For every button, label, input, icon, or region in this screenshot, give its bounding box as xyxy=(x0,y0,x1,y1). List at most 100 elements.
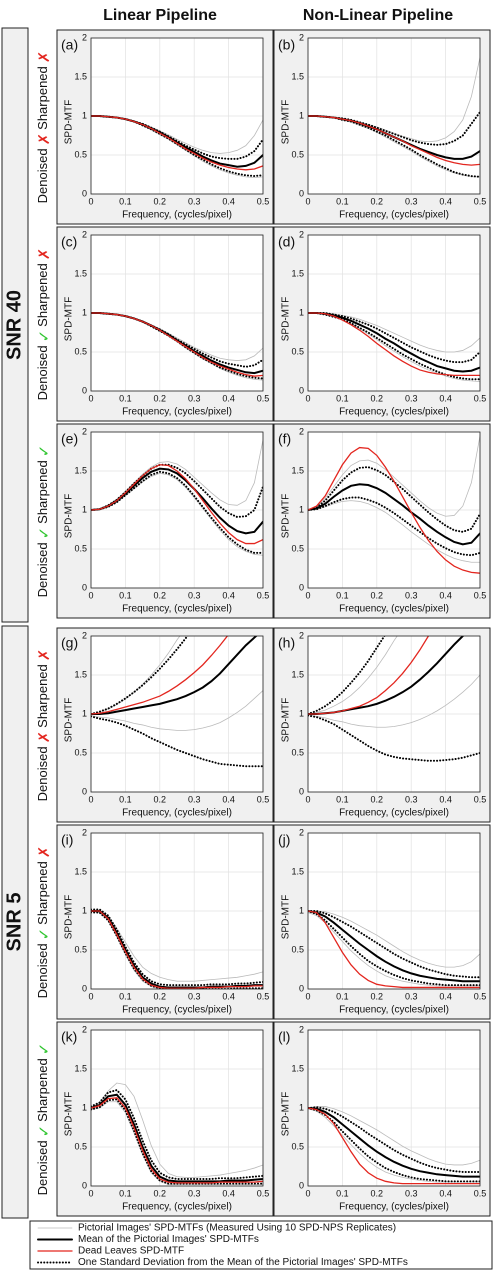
series-line xyxy=(91,312,263,377)
series-line xyxy=(308,1107,480,1183)
row-mark: ✓ xyxy=(35,1125,53,1138)
x-tick-label: 0.4 xyxy=(222,794,235,804)
row-mark: ✗ xyxy=(35,133,53,146)
series-line xyxy=(308,483,480,546)
series-line xyxy=(308,910,480,987)
row-label: Denoised ✓ Sharpened ✓ xyxy=(35,445,53,598)
plot-border xyxy=(307,431,481,589)
series-line xyxy=(91,1088,263,1180)
y-tick-label: 1.5 xyxy=(291,71,304,81)
x-tick-label: 0.5 xyxy=(474,393,487,403)
y-tick-label: 0.5 xyxy=(291,149,304,159)
series-line xyxy=(308,1106,480,1166)
plot-border xyxy=(307,635,481,793)
x-tick-label: 0 xyxy=(88,590,93,600)
panel-label: (c) xyxy=(61,234,77,250)
x-tick-label: 0.2 xyxy=(154,393,167,403)
x-axis-label: Frequency, (cycles/pixel) xyxy=(339,210,449,221)
row-word: Denoised xyxy=(35,148,50,203)
x-tick-label: 0.4 xyxy=(222,196,235,206)
y-tick-label: 1.5 xyxy=(74,268,87,278)
series-line xyxy=(91,115,263,171)
x-tick-label: 0.4 xyxy=(439,991,452,1001)
x-tick-label: 0.5 xyxy=(474,991,487,1001)
x-tick-label: 0.3 xyxy=(188,794,201,804)
series-line xyxy=(308,312,480,381)
x-tick-label: 0.4 xyxy=(439,590,452,600)
x-tick-label: 0 xyxy=(305,196,310,206)
panel-label: (k) xyxy=(61,1029,77,1045)
y-tick-label: 0 xyxy=(82,786,87,796)
x-tick-label: 0.4 xyxy=(222,1188,235,1198)
row-word: Sharpened xyxy=(35,66,50,130)
row-word: Sharpened xyxy=(35,263,50,327)
series-line xyxy=(91,1098,263,1185)
y-tick-label: 1.5 xyxy=(74,71,87,81)
row-word: Denoised xyxy=(35,345,50,400)
y-tick-label: 0 xyxy=(82,983,87,993)
x-tick-label: 0.3 xyxy=(405,1188,418,1198)
series-line xyxy=(308,910,480,983)
y-tick-label: 0 xyxy=(299,983,304,993)
y-tick-label: 0 xyxy=(299,582,304,592)
series-line xyxy=(308,1107,480,1185)
group-label: SNR 5 xyxy=(3,893,25,952)
panel-label: (a) xyxy=(61,37,78,53)
y-tick-label: 1 xyxy=(82,708,87,718)
row-mark: ✓ xyxy=(35,928,53,941)
y-tick-label: 1 xyxy=(82,110,87,120)
panel-label: (h) xyxy=(278,635,295,651)
row-word: Sharpened xyxy=(35,664,50,728)
series-line xyxy=(91,463,263,519)
row-label: Denoised ✗ Sharpened ✗ xyxy=(35,649,53,802)
series-line xyxy=(91,636,258,715)
x-axis-label: Frequency, (cycles/pixel) xyxy=(339,1202,449,1213)
x-tick-label: 0.4 xyxy=(439,393,452,403)
x-tick-label: 0.3 xyxy=(188,196,201,206)
y-tick-label: 0.5 xyxy=(291,346,304,356)
series-line xyxy=(91,636,229,715)
x-axis-label: Frequency, (cycles/pixel) xyxy=(339,808,449,819)
row-mark: ✓ xyxy=(35,1043,53,1056)
series-line xyxy=(308,435,480,517)
series-line xyxy=(308,312,480,364)
panel-label: (d) xyxy=(278,234,295,250)
series-line xyxy=(308,674,480,728)
x-axis-label: Frequency, (cycles/pixel) xyxy=(122,604,232,615)
y-tick-label: 0 xyxy=(299,786,304,796)
x-tick-label: 0.2 xyxy=(371,393,384,403)
x-tick-label: 0.4 xyxy=(222,393,235,403)
x-tick-label: 0.1 xyxy=(119,196,132,206)
x-tick-label: 0.2 xyxy=(371,590,384,600)
y-tick-label: 0 xyxy=(299,188,304,198)
x-axis-label: Frequency, (cycles/pixel) xyxy=(122,407,232,418)
x-axis-label: Frequency, (cycles/pixel) xyxy=(339,1005,449,1016)
x-tick-label: 0.3 xyxy=(188,1188,201,1198)
x-axis-label: Frequency, (cycles/pixel) xyxy=(122,808,232,819)
series-line xyxy=(91,1082,263,1178)
row-word: Sharpened xyxy=(35,460,50,524)
y-tick-label: 2 xyxy=(82,229,87,239)
y-axis-label: SPD-MTF xyxy=(64,494,75,538)
y-tick-label: 0.5 xyxy=(74,1141,87,1151)
panel-label: (l) xyxy=(278,1029,290,1045)
x-tick-label: 0.4 xyxy=(439,1188,452,1198)
series-line xyxy=(308,500,480,563)
y-tick-label: 1.5 xyxy=(291,669,304,679)
x-tick-label: 0.5 xyxy=(474,794,487,804)
y-tick-label: 2 xyxy=(299,1024,304,1034)
series-line xyxy=(308,714,480,762)
row-label: Denoised ✗ Sharpened ✗ xyxy=(35,51,53,204)
series-line xyxy=(308,312,480,373)
plot-border xyxy=(90,635,264,793)
y-tick-label: 0 xyxy=(299,1180,304,1190)
x-tick-label: 0.2 xyxy=(371,1188,384,1198)
plot-border xyxy=(307,37,481,195)
plot-border xyxy=(90,431,264,589)
group-frame xyxy=(1,27,29,623)
x-tick-label: 0.4 xyxy=(439,794,452,804)
y-tick-label: 1 xyxy=(82,307,87,317)
y-tick-label: 0.5 xyxy=(74,149,87,159)
x-tick-label: 0.2 xyxy=(154,991,167,1001)
